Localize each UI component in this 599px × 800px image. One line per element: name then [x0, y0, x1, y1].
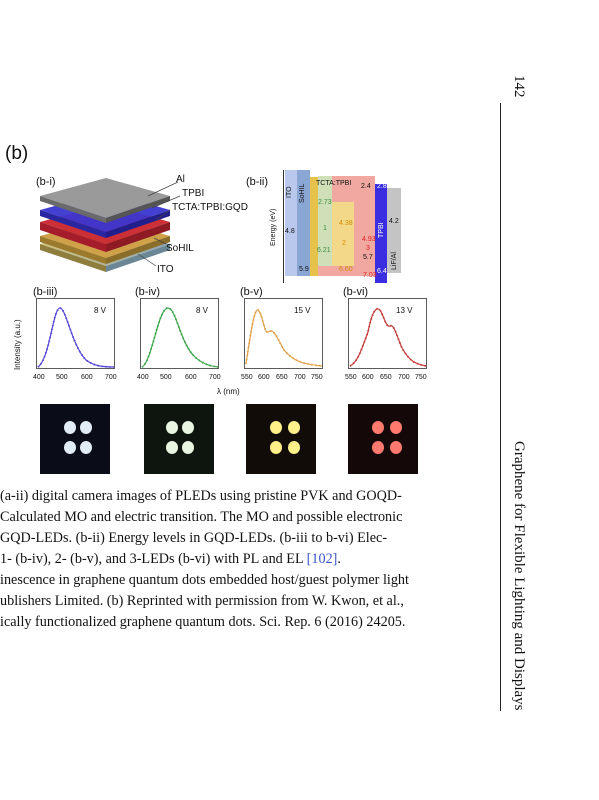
device-stack-diagram [40, 178, 181, 272]
emission-spot [270, 421, 282, 434]
voltage-label: 13 V [396, 306, 413, 315]
device-photo [348, 404, 418, 474]
page-number: 142 [511, 75, 527, 98]
caption-line: inescence in graphene quantum dots embed… [0, 572, 409, 588]
energy-layer-sohil: SoHIL [299, 183, 306, 203]
energy-value: 2.8 [377, 183, 387, 190]
spectrum-label: (b-iii) [33, 286, 58, 298]
x-tick: 600 [362, 374, 374, 381]
reference-link[interactable]: [102] [306, 551, 338, 567]
caption-line: 1- (b-iv), 2- (b-v), and 3-LEDs (b-vi) w… [0, 551, 341, 568]
x-tick: 700 [294, 374, 306, 381]
caption-text: 1- (b-iv), 2- (b-v), and 3-LEDs (b-vi) w… [0, 551, 307, 567]
energy-value: 4.8 [285, 228, 295, 235]
energy-panel-label: (b-ii) [246, 176, 268, 188]
energy-value: 4.38 [339, 220, 353, 227]
caption-line: GQD-LEDs. (b-ii) Energy levels in GQD-LE… [0, 530, 388, 546]
spectrum-v [244, 298, 323, 369]
energy-ylabel: Energy (eV) [270, 208, 277, 246]
spectrum-vi [348, 298, 427, 369]
x-tick: 600 [185, 374, 197, 381]
emission-spot [372, 441, 384, 454]
energy-value: 6.4 [377, 268, 387, 275]
energy-value: 1 [323, 225, 327, 232]
energy-value: 6.60 [339, 266, 353, 273]
spectrum-iii [36, 298, 115, 369]
emission-spot [288, 421, 300, 434]
device-photo [144, 404, 214, 474]
emission-spot [166, 441, 178, 454]
layer-label-sohil: SoHIL [166, 243, 194, 254]
energy-value: 4.2 [389, 218, 399, 225]
device-photo [40, 404, 110, 474]
emission-spot [166, 421, 178, 434]
emission-spot [80, 421, 92, 434]
x-tick: 550 [345, 374, 357, 381]
energy-value: 6.21 [317, 247, 331, 254]
emission-spot [80, 441, 92, 454]
x-tick: 650 [276, 374, 288, 381]
emission-spot [288, 441, 300, 454]
layer-label-ito: ITO [157, 264, 174, 275]
emission-spot [390, 421, 402, 434]
voltage-label: 15 V [294, 306, 311, 315]
header-rule [500, 103, 501, 711]
energy-value: 5.7 [363, 254, 373, 261]
caption-line: (a-ii) digital camera images of PLEDs us… [0, 488, 402, 504]
energy-diagram [283, 170, 403, 283]
energy-layer-lif: LiF/Al [391, 252, 398, 270]
x-tick: 750 [311, 374, 323, 381]
x-tick: 750 [415, 374, 427, 381]
spectrum-iv [140, 298, 219, 369]
emission-spot [372, 421, 384, 434]
energy-value: 2.73 [318, 199, 332, 206]
energy-layer-tpbi: TPBI [378, 222, 385, 238]
spectra-ylabel: Intensity (a.u.) [13, 319, 22, 370]
emission-spot [182, 441, 194, 454]
layer-label-gqd: TCTA:TPBI:GQD [172, 202, 248, 213]
x-tick: 500 [160, 374, 172, 381]
layer-label-tpbi: TPBI [182, 188, 205, 199]
energy-value: 3 [366, 245, 370, 252]
spectrum-label: (b-vi) [343, 286, 369, 298]
emission-spot [64, 441, 76, 454]
emission-spot [390, 441, 402, 454]
x-tick: 400 [33, 374, 45, 381]
x-tick: 500 [56, 374, 68, 381]
energy-value: 2 [342, 240, 346, 247]
caption-line: ically functionalized graphene quantum d… [0, 614, 406, 630]
x-tick: 400 [137, 374, 149, 381]
stack-panel-label: (b-i) [36, 176, 56, 188]
running-title: Graphene for Flexible Lighting and Displ… [511, 441, 527, 711]
emission-spot [64, 421, 76, 434]
energy-layer-ito: ITO [286, 186, 293, 198]
voltage-label: 8 V [196, 306, 209, 315]
energy-value: 2.4 [361, 183, 371, 190]
caption-text: . [337, 551, 341, 567]
x-tick: 700 [105, 374, 117, 381]
spectrum-label: (b-v) [240, 286, 263, 298]
x-tick: 700 [209, 374, 221, 381]
caption-line: ublishers Limited. (b) Reprinted with pe… [0, 593, 404, 609]
voltage-label: 8 V [94, 306, 107, 315]
panel-label-b: (b) [5, 143, 29, 164]
emission-spot [182, 421, 194, 434]
x-tick: 600 [81, 374, 93, 381]
device-photo [246, 404, 316, 474]
caption-line: Calculated MO and electric transition. T… [0, 509, 403, 525]
x-tick: 700 [398, 374, 410, 381]
energy-value: 4.93 [362, 236, 376, 243]
spectra-xlabel: λ (nm) [217, 387, 240, 396]
spectrum-label: (b-iv) [135, 286, 161, 298]
x-tick: 650 [380, 374, 392, 381]
energy-value: 5.9 [299, 266, 309, 273]
x-tick: 600 [258, 374, 270, 381]
energy-layer-tcta: TCTA:TPBI [316, 180, 352, 187]
emission-spot [270, 441, 282, 454]
energy-value: 7.03 [363, 272, 377, 279]
x-tick: 550 [241, 374, 253, 381]
layer-label-al: Al [176, 174, 185, 185]
